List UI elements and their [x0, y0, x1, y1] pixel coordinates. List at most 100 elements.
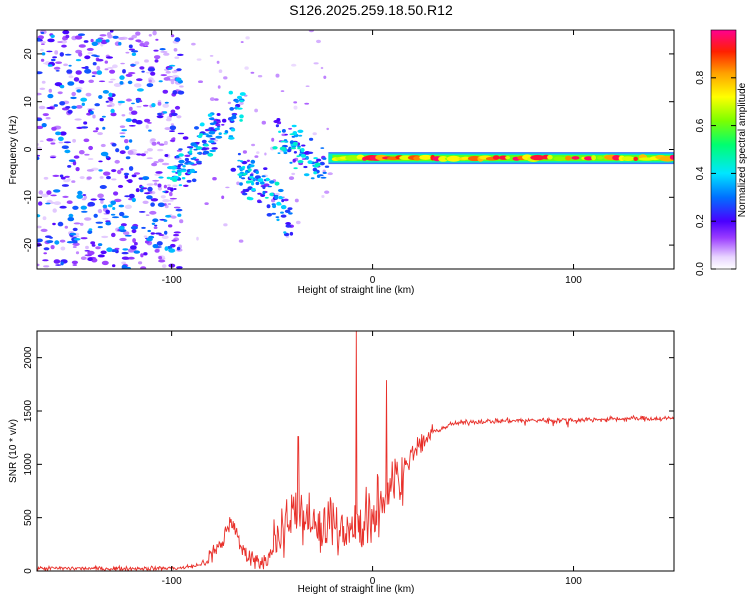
spectrogram-blob [133, 172, 141, 175]
spectrogram-blob [39, 140, 44, 142]
spectrogram-blob [161, 264, 167, 268]
spectrogram-blob [288, 176, 295, 181]
spectrogram-blob [239, 182, 243, 186]
spectrogram-blob [95, 38, 103, 43]
spectrogram-blob [119, 81, 124, 85]
spectrogram-blob [112, 35, 119, 39]
carrier-peak [413, 156, 421, 161]
spectrogram-blob [158, 176, 164, 179]
spectrogram-blob [119, 150, 126, 155]
spectrogram-blob [75, 167, 80, 172]
spectrogram-blob [280, 205, 287, 210]
carrier-peak [438, 156, 449, 162]
spectrogram-blob [147, 186, 153, 192]
spectrogram-blob [237, 159, 241, 162]
spectrogram-blob [72, 160, 77, 166]
carrier-peak [571, 156, 580, 160]
spectrogram-blob [204, 202, 209, 206]
spectrogram-blob [307, 151, 314, 154]
spectrogram-blob [127, 80, 133, 85]
spectrogram-blob [46, 138, 54, 142]
spectrogram-blob [304, 102, 310, 105]
spectrogram-blob [49, 236, 53, 239]
spectrogram-blob [114, 159, 120, 164]
spec-xtick-label: -100 [162, 275, 182, 286]
spectrogram-blob [80, 256, 87, 261]
spectrogram-blob [155, 232, 162, 235]
spectrogram-blob [87, 257, 93, 262]
spectrogram-blob [322, 157, 327, 160]
spectrogram-blob [227, 101, 232, 105]
spectrogram-blob [236, 165, 242, 168]
carrier-peak [633, 156, 638, 161]
spectrogram-blob [173, 188, 177, 190]
spectrogram-blob [168, 78, 176, 82]
spectrogram-blob [135, 98, 140, 103]
spectrogram-blob [266, 213, 272, 217]
spectrogram-blob [157, 202, 165, 208]
snr-xtick-label: 0 [370, 576, 376, 587]
spectrogram-blob [61, 145, 69, 149]
spectrogram-blob [172, 90, 178, 95]
spectrogram-blob [122, 215, 129, 219]
spectrogram-blob [167, 203, 172, 205]
spectrogram-blob [313, 62, 319, 65]
spectrogram-blob [125, 51, 130, 54]
spectrogram-blob [263, 167, 268, 171]
spectrogram-blob [117, 184, 124, 188]
spectrogram-blob [177, 172, 182, 176]
spectrogram-blob [324, 165, 330, 168]
spectrogram-blob [280, 90, 285, 92]
spectrogram-blob [52, 174, 60, 177]
spectrogram-blob [101, 235, 109, 239]
spectrogram-blob [84, 66, 89, 70]
spectrogram-blob [146, 237, 153, 242]
spectrogram-blob [244, 66, 249, 70]
spectrogram-blob [110, 200, 116, 206]
spectrogram-blob [77, 190, 83, 195]
spectrogram-blob [144, 192, 151, 195]
spectrogram-blob [40, 31, 45, 34]
spectrogram-blob [107, 204, 113, 208]
spectrogram-blob [75, 105, 83, 109]
spectrogram-blob [252, 178, 258, 181]
spectrogram-blob [242, 173, 247, 176]
spectrogram-blob [41, 193, 49, 198]
spectrogram-blob [297, 129, 304, 133]
spectrogram-blob [169, 130, 175, 133]
spectrogram-blob [246, 180, 252, 184]
spectrogram-blob [205, 134, 213, 138]
spectrogram-blob [88, 145, 93, 151]
spectrogram-blob [280, 211, 284, 214]
spectrogram-blob [146, 83, 154, 88]
spectrogram-blob [118, 226, 125, 230]
spectrogram-blob [68, 64, 72, 67]
spectrogram-blob [189, 168, 195, 173]
spectrogram-blob [135, 120, 143, 125]
spectrogram-blob [148, 34, 152, 37]
spectrogram-blob [47, 64, 53, 67]
spectrogram-blob [207, 152, 214, 157]
spectrogram-blob [145, 214, 150, 217]
spectrogram-blob [237, 173, 243, 176]
spectrogram-blob [42, 259, 49, 262]
spectrogram-blob [221, 195, 225, 200]
spectrogram-blob [323, 75, 327, 80]
spectrogram-blob [136, 78, 143, 82]
spectrogram-blob [124, 145, 130, 150]
spectrogram-blob [162, 190, 166, 193]
spectrogram-blob [178, 159, 185, 164]
snr-ytick-label: 500 [23, 509, 34, 526]
spectrogram-blob [261, 120, 266, 125]
spectrogram-blob [83, 40, 89, 43]
spectrogram-blob [289, 161, 293, 164]
spectrogram-blob [121, 256, 129, 260]
spectrogram-blob [261, 175, 266, 178]
spectrogram-blob [110, 78, 116, 81]
spectrogram-blob [169, 139, 176, 142]
spectrogram-blob [235, 99, 239, 103]
spectrogram-blob [180, 170, 187, 173]
spectrogram-blob [58, 141, 64, 144]
spectrogram-blob [125, 266, 131, 269]
